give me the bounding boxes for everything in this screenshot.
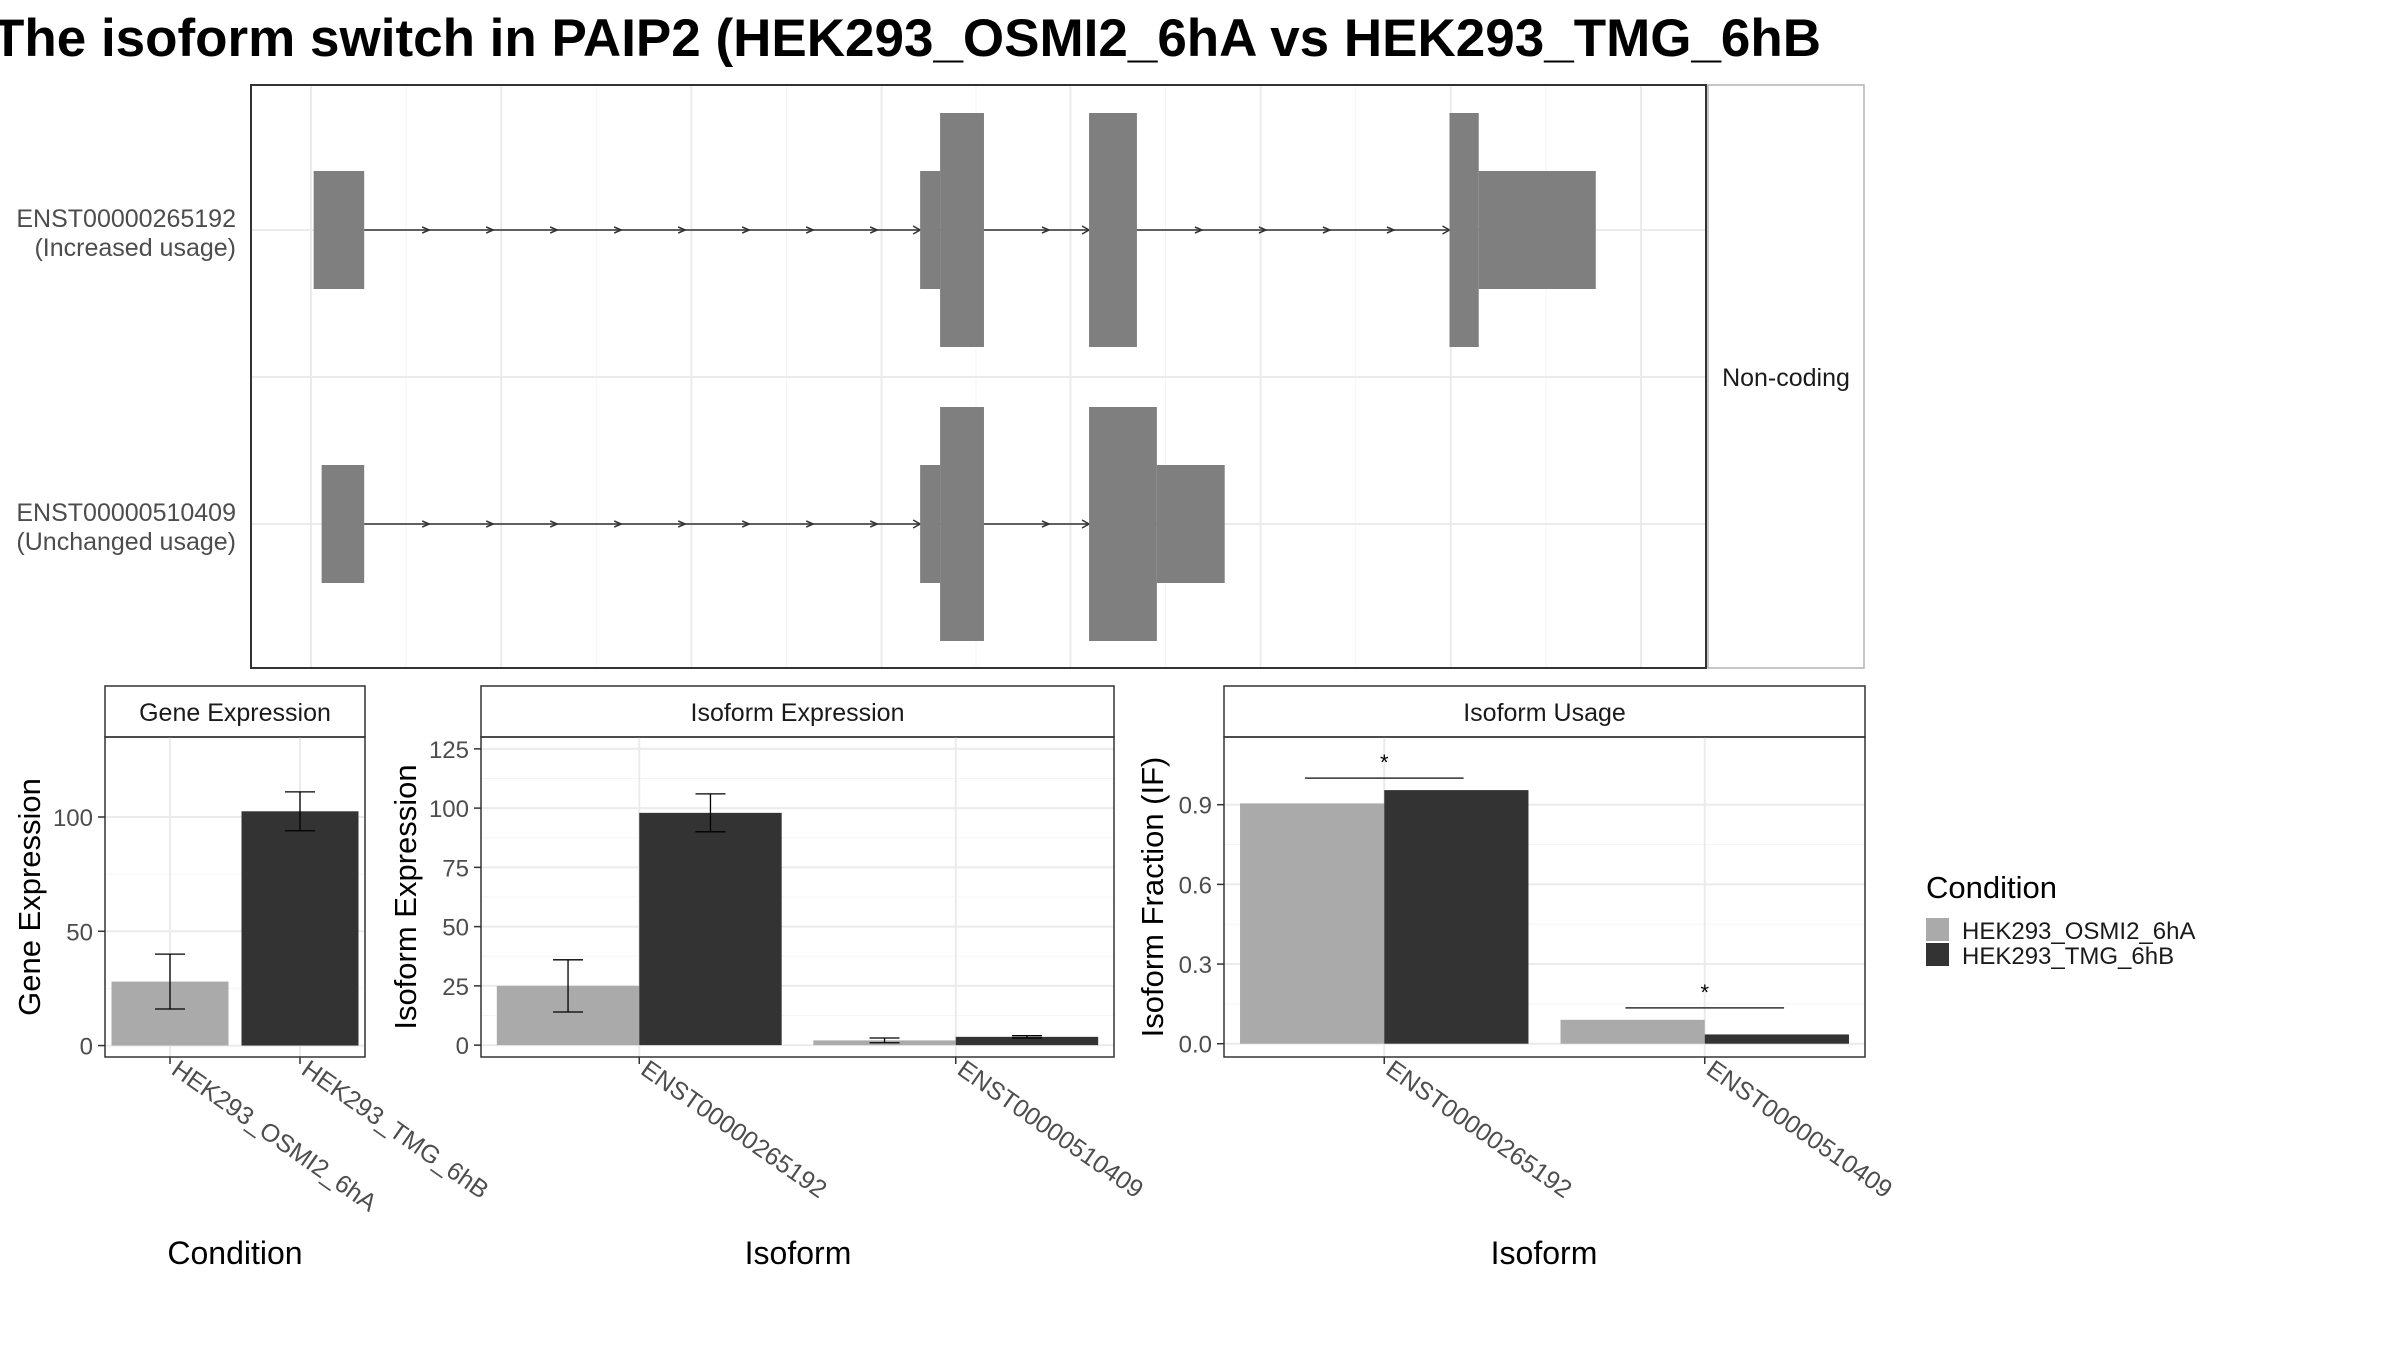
y-tick-label: 0 bbox=[80, 1034, 93, 1061]
strand-arrow bbox=[485, 520, 496, 528]
y-tick-label: 25 bbox=[442, 974, 469, 1001]
transcript-usage-label: (Increased usage) bbox=[34, 234, 236, 262]
expression-panels: Gene Expression050100HEK293_OSMI2_6hAHEK… bbox=[12, 685, 1897, 1271]
strand-arrow bbox=[741, 520, 752, 528]
y-tick-label: 125 bbox=[429, 737, 469, 764]
strand-arrow bbox=[485, 226, 496, 234]
exon-block bbox=[940, 407, 984, 641]
facet-strip-label: Non-coding bbox=[1722, 364, 1850, 392]
exon-block bbox=[920, 171, 941, 289]
y-tick-label: 0.6 bbox=[1179, 872, 1212, 899]
transcript-usage-label: (Unchanged usage) bbox=[16, 528, 236, 556]
strand-arrow bbox=[805, 226, 816, 234]
y-tick-label: 50 bbox=[66, 919, 93, 946]
strand-arrow bbox=[1322, 226, 1332, 234]
panel-border bbox=[480, 736, 1115, 1058]
panel-title: Isoform Expression bbox=[691, 699, 905, 727]
y-tick-label: 75 bbox=[442, 855, 469, 882]
x-axis-title: Isoform bbox=[1491, 1235, 1598, 1271]
facet-strip bbox=[1707, 84, 1865, 669]
panel-border bbox=[104, 736, 366, 1058]
exon-block bbox=[1156, 465, 1225, 583]
strand-arrow bbox=[1194, 226, 1204, 234]
bar bbox=[1240, 803, 1385, 1044]
strand-arrow bbox=[613, 520, 624, 528]
x-tick-label: ENST00000265192 bbox=[1381, 1055, 1577, 1204]
significance-star: * bbox=[1700, 980, 1709, 1005]
y-tick-label: 100 bbox=[429, 796, 469, 823]
x-axis-title: Isoform bbox=[745, 1235, 852, 1271]
chart-title: The isoform switch in PAIP2 (HEK293_OSMI… bbox=[0, 9, 1822, 68]
strand-arrow bbox=[677, 226, 688, 234]
y-axis-title: Isoform Fraction (IF) bbox=[1135, 757, 1170, 1038]
legend-item-label: HEK293_TMG_6hB bbox=[1962, 943, 2174, 970]
exon-block bbox=[1478, 171, 1596, 289]
strand-arrow bbox=[1258, 226, 1268, 234]
bar bbox=[1384, 790, 1529, 1044]
strand-arrow bbox=[741, 226, 752, 234]
x-tick-label: ENST00000510409 bbox=[1701, 1055, 1897, 1204]
panel-strip bbox=[104, 685, 366, 738]
strand-arrow bbox=[421, 226, 432, 234]
panel-title: Gene Expression bbox=[139, 699, 331, 727]
transcript-id-label: ENST00000265192 bbox=[16, 205, 236, 233]
strand-arrow bbox=[1041, 226, 1051, 234]
bar bbox=[1704, 1034, 1849, 1044]
y-tick-label: 0 bbox=[456, 1033, 469, 1060]
x-tick-label: HEK293_OSMI2_6hA bbox=[167, 1055, 383, 1218]
exon-block bbox=[920, 465, 941, 583]
y-axis-title: Isoform Expression bbox=[388, 764, 423, 1029]
legend-swatch bbox=[1926, 918, 1949, 941]
bar-panel: Isoform Usage 0.0 0.3 0.6 0.9 * * ENST000002651… bbox=[1135, 685, 1897, 1271]
strand-arrow bbox=[1041, 520, 1051, 528]
panel-title: Isoform Usage bbox=[1463, 699, 1626, 727]
structure-panel-border bbox=[250, 84, 1707, 669]
exon-block bbox=[313, 171, 365, 289]
legend-title: Condition bbox=[1926, 870, 2057, 905]
panel-strip bbox=[1223, 685, 1866, 738]
exon-block bbox=[1449, 113, 1479, 347]
strand-arrow bbox=[869, 520, 880, 528]
bar bbox=[241, 811, 359, 1046]
y-tick-label: 0.0 bbox=[1179, 1032, 1212, 1059]
transcript-id-label: ENST00000510409 bbox=[16, 499, 236, 527]
legend-swatch bbox=[1926, 943, 1949, 966]
y-tick-label: 0.3 bbox=[1179, 952, 1212, 979]
y-tick-label: 100 bbox=[53, 805, 93, 832]
bar bbox=[1560, 1019, 1705, 1044]
strand-arrow bbox=[613, 226, 624, 234]
panel-border bbox=[1223, 736, 1866, 1058]
y-tick-label: 50 bbox=[442, 915, 469, 942]
exon-block bbox=[1089, 407, 1157, 641]
strand-arrow bbox=[805, 520, 816, 528]
strand-arrow bbox=[549, 520, 560, 528]
y-tick-label: 0.9 bbox=[1179, 793, 1212, 820]
strand-arrow bbox=[1386, 226, 1396, 234]
significance-star: * bbox=[1380, 750, 1389, 775]
strand-arrow bbox=[549, 226, 560, 234]
exon-block bbox=[321, 465, 365, 583]
exon-block bbox=[1089, 113, 1137, 347]
bar-panel: Isoform Expression 0 25 50 75 100 125 ENST00000… bbox=[388, 685, 1148, 1271]
strand-arrow bbox=[677, 520, 688, 528]
strand-arrow bbox=[421, 520, 432, 528]
bar bbox=[639, 812, 782, 1046]
exon-block bbox=[940, 113, 984, 347]
x-tick-label: ENST00000510409 bbox=[952, 1055, 1148, 1204]
strand-arrow bbox=[869, 226, 880, 234]
transcript-structure-panel: ENST00000265192(Increased usage) ENST0000… bbox=[16, 84, 1865, 669]
x-axis-title: Condition bbox=[167, 1235, 302, 1271]
y-axis-title: Gene Expression bbox=[12, 778, 47, 1016]
x-tick-label: ENST00000265192 bbox=[636, 1055, 832, 1204]
legend-item-label: HEK293_OSMI2_6hA bbox=[1962, 918, 2195, 945]
panel-strip bbox=[480, 685, 1115, 738]
bar bbox=[955, 1036, 1099, 1046]
